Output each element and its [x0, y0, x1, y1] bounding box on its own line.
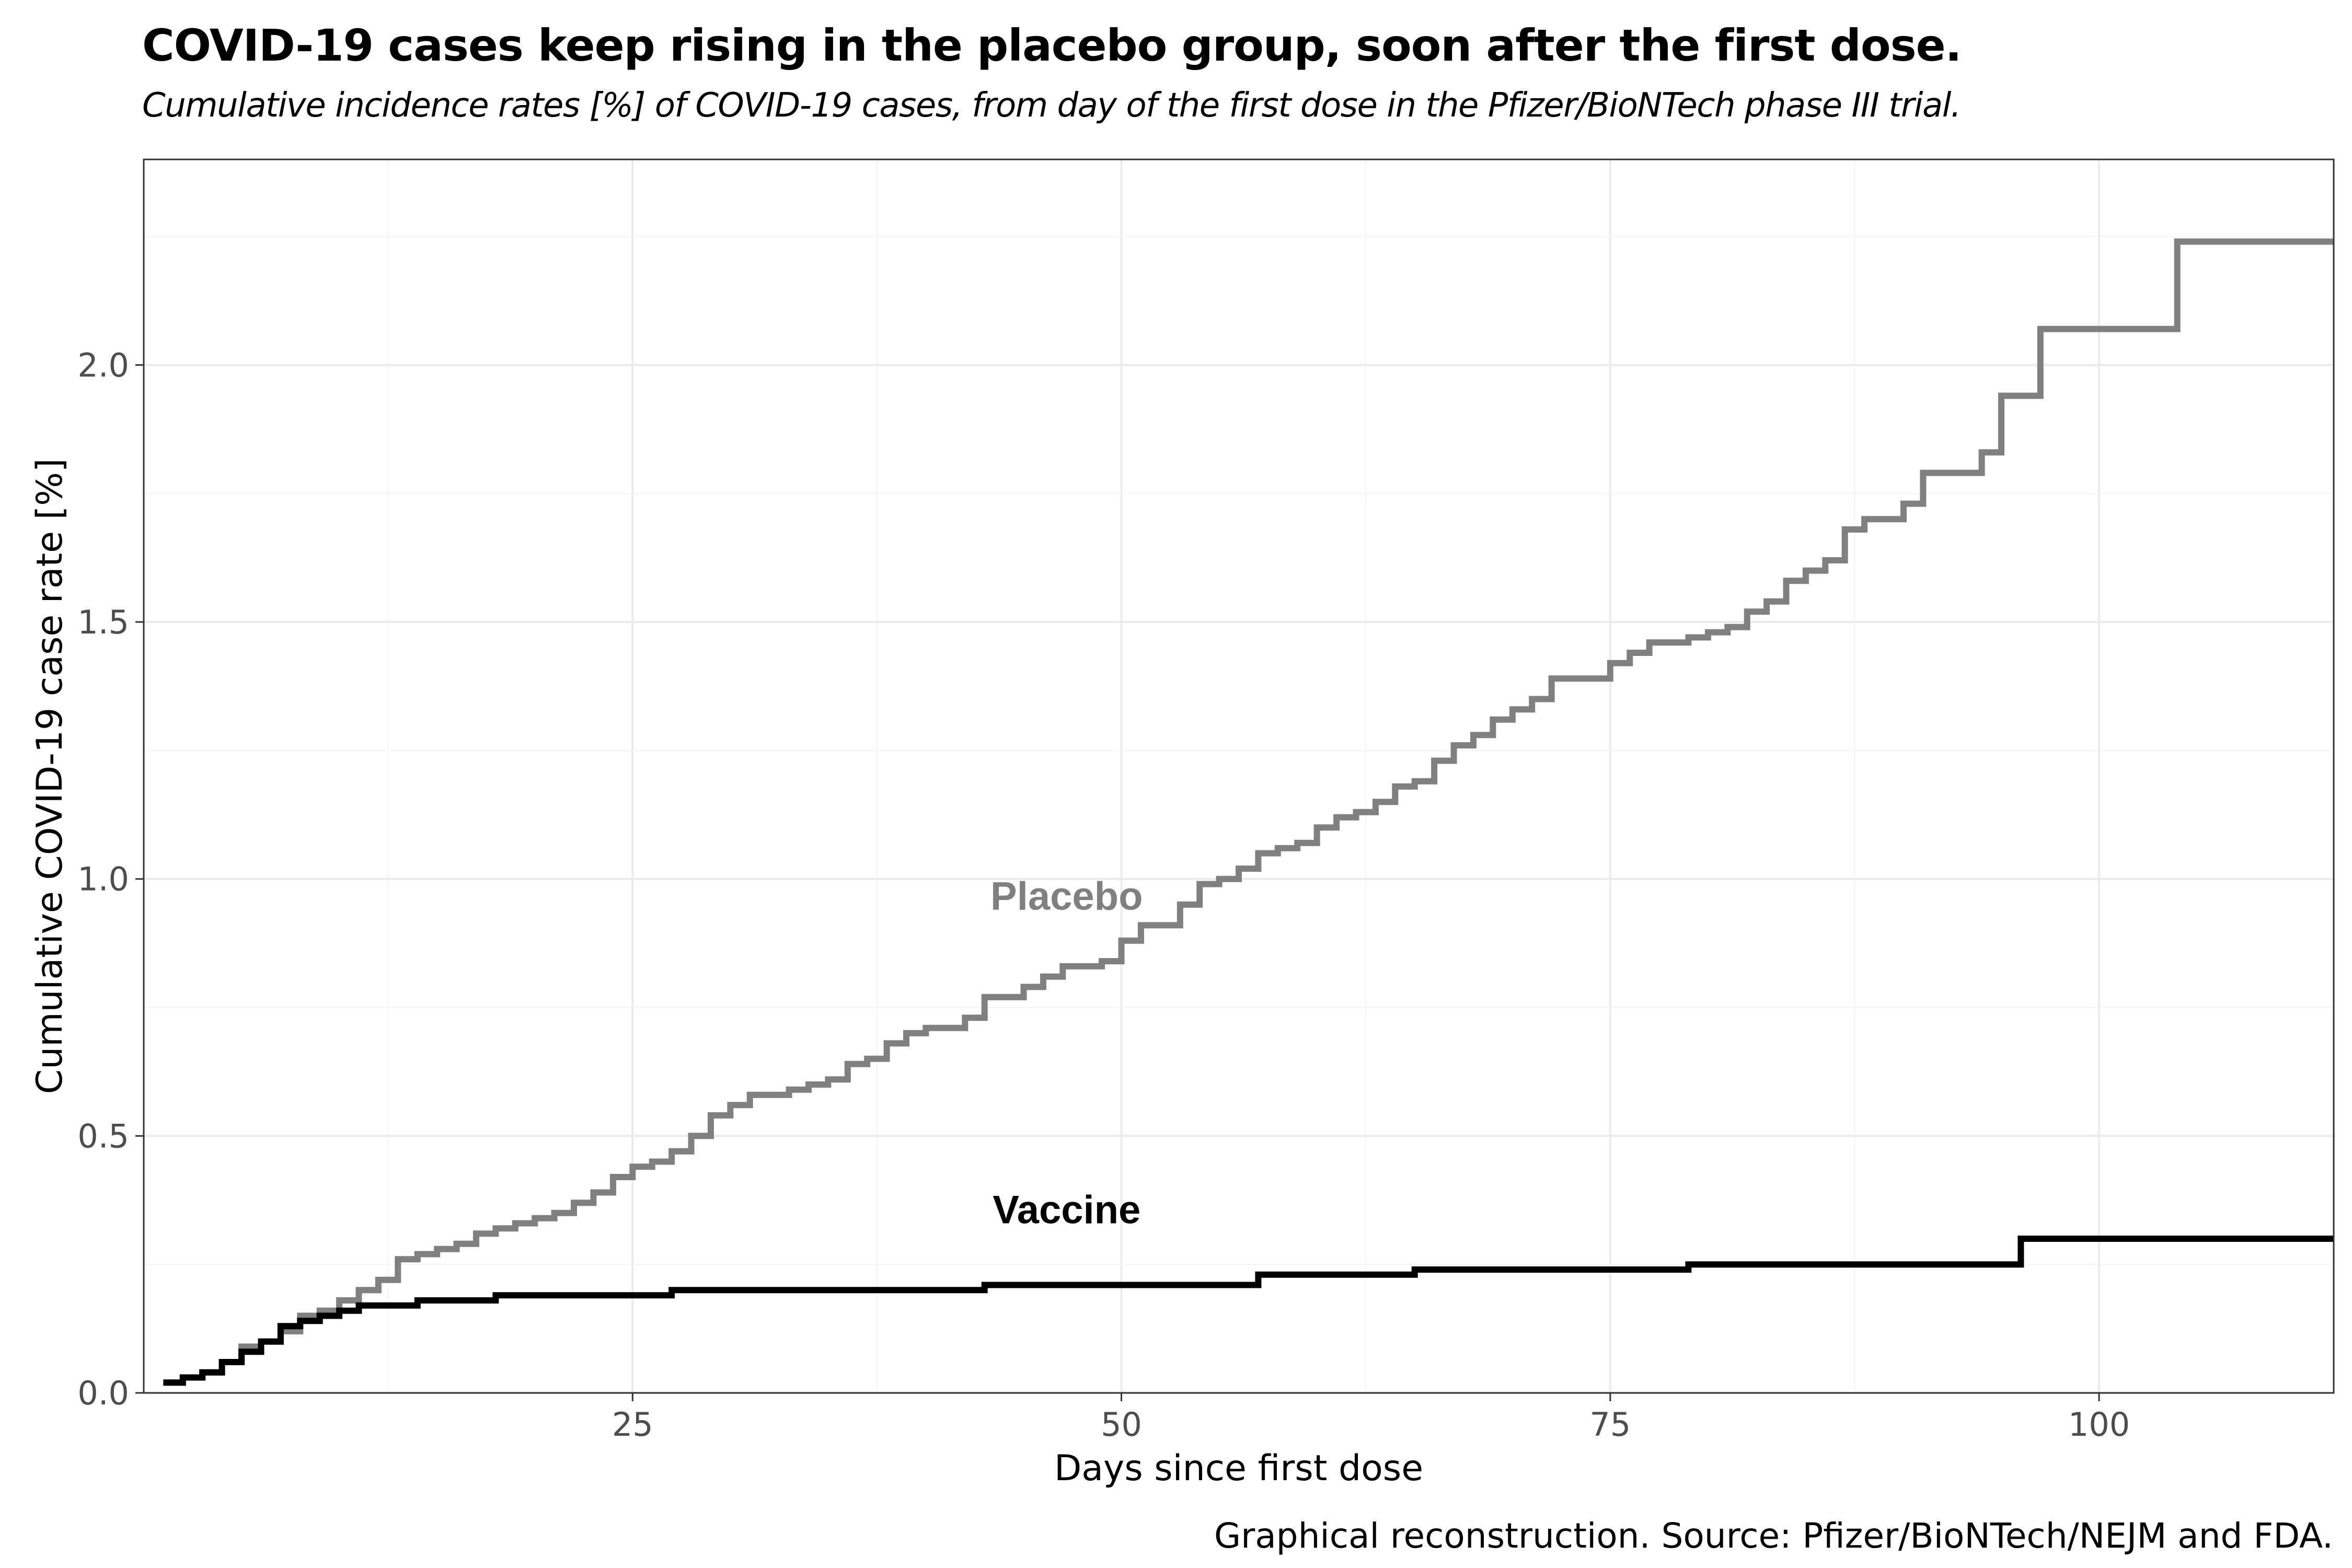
- series-line-placebo: [163, 238, 2334, 1386]
- y-axis-title: Cumulative COVID-19 case rate [%]: [29, 458, 71, 1094]
- x-tick-label: 50: [1101, 1405, 1142, 1444]
- x-axis-title: Days since first dose: [1054, 1448, 1423, 1489]
- y-tick-label: 2.0: [77, 346, 129, 384]
- chart-caption: Graphical reconstruction. Source: Pfizer…: [1214, 1516, 2333, 1556]
- plot-frame: [143, 158, 2335, 1394]
- series-layer: Placebo Vaccine: [163, 238, 2334, 1386]
- gridlines: [144, 159, 2334, 1394]
- y-tick-label: 0.0: [77, 1374, 129, 1412]
- x-tick-label: 75: [1589, 1405, 1631, 1444]
- series-line-vaccine: [163, 1236, 2334, 1386]
- x-tick-label: 100: [2068, 1405, 2130, 1444]
- series-label-placebo: Placebo: [990, 874, 1143, 919]
- series-label-vaccine: Vaccine: [993, 1188, 1140, 1232]
- y-axis-ticks: 0.0 0.5 1.0 1.5 2.0: [77, 346, 144, 1412]
- x-axis-ticks: 25 50 75 100: [612, 1393, 2130, 1444]
- y-tick-label: 1.0: [77, 860, 129, 898]
- y-tick-label: 0.5: [77, 1117, 129, 1155]
- y-tick-label: 1.5: [77, 603, 129, 641]
- chart-title: COVID-19 cases keep rising in the placeb…: [142, 20, 1962, 71]
- x-tick-label: 25: [612, 1405, 653, 1444]
- chart-subtitle: Cumulative incidence rates [%] of COVID-…: [142, 86, 1961, 125]
